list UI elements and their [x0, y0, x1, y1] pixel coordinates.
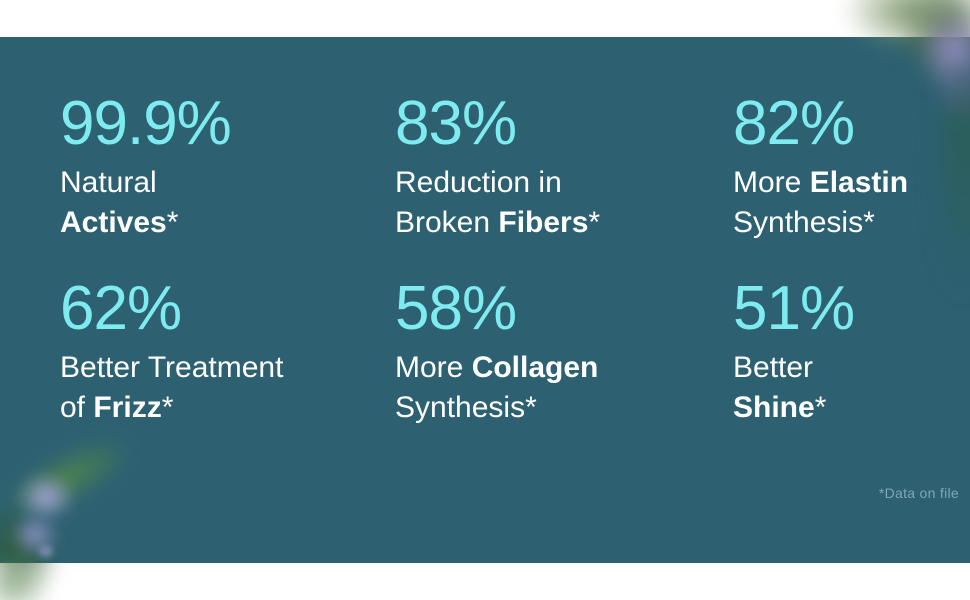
stat-label: More Elastin Synthesis* — [733, 163, 908, 243]
label-bold-text: Frizz — [93, 391, 162, 424]
stat-better-treatment-frizz: 62% Better Treatment of Frizz* — [60, 278, 283, 428]
stat-value: 51% — [733, 274, 855, 343]
label-text: Synthesis — [395, 391, 526, 424]
label-text: * — [525, 391, 537, 424]
label-text: of — [60, 391, 94, 424]
stat-label: Better Shine* — [733, 348, 854, 428]
label-bold-text: Collagen — [471, 351, 599, 384]
label-text: Broken — [395, 206, 499, 239]
label-text: * — [863, 206, 875, 239]
stat-more-collagen-synthesis: 58% More Collagen Synthesis* — [395, 278, 598, 428]
stat-label: More Collagen Synthesis* — [395, 348, 598, 428]
label-text: Synthesis — [733, 206, 864, 239]
footnote: *Data on file — [878, 485, 959, 501]
label-text: Reduction in — [395, 166, 562, 199]
label-text: * — [166, 206, 179, 239]
label-text: * — [588, 206, 601, 239]
stats-panel — [0, 37, 970, 563]
stat-natural-actives: 99.9% Natural Actives* — [60, 89, 232, 243]
label-text: * — [814, 391, 827, 424]
label-bold-text: Actives — [60, 206, 167, 239]
stat-value: 83% — [395, 89, 517, 158]
label-text: Natural — [60, 166, 157, 199]
label-text: More — [733, 166, 810, 199]
stat-value: 99.9% — [60, 89, 232, 158]
label-text: Better — [733, 351, 814, 384]
label-bold-text: Elastin — [809, 166, 909, 199]
label-text: * — [161, 391, 174, 424]
label-bold-text: Shine — [733, 391, 815, 424]
label-bold-text: Fibers — [498, 206, 589, 239]
stat-value: 58% — [395, 274, 517, 343]
label-text: Better Treatment — [60, 351, 284, 384]
stat-more-elastin-synthesis: 82% More Elastin Synthesis* — [733, 93, 908, 243]
stat-label: Reduction in Broken Fibers* — [395, 163, 600, 243]
stat-label: Natural Actives* — [60, 163, 231, 243]
stat-reduction-broken-fibers: 83% Reduction in Broken Fibers* — [395, 93, 600, 243]
stat-better-shine: 51% Better Shine* — [733, 274, 855, 428]
stat-label: Better Treatment of Frizz* — [60, 348, 283, 428]
stat-value: 82% — [733, 89, 855, 158]
label-text: More — [395, 351, 472, 384]
stat-value: 62% — [60, 274, 182, 343]
